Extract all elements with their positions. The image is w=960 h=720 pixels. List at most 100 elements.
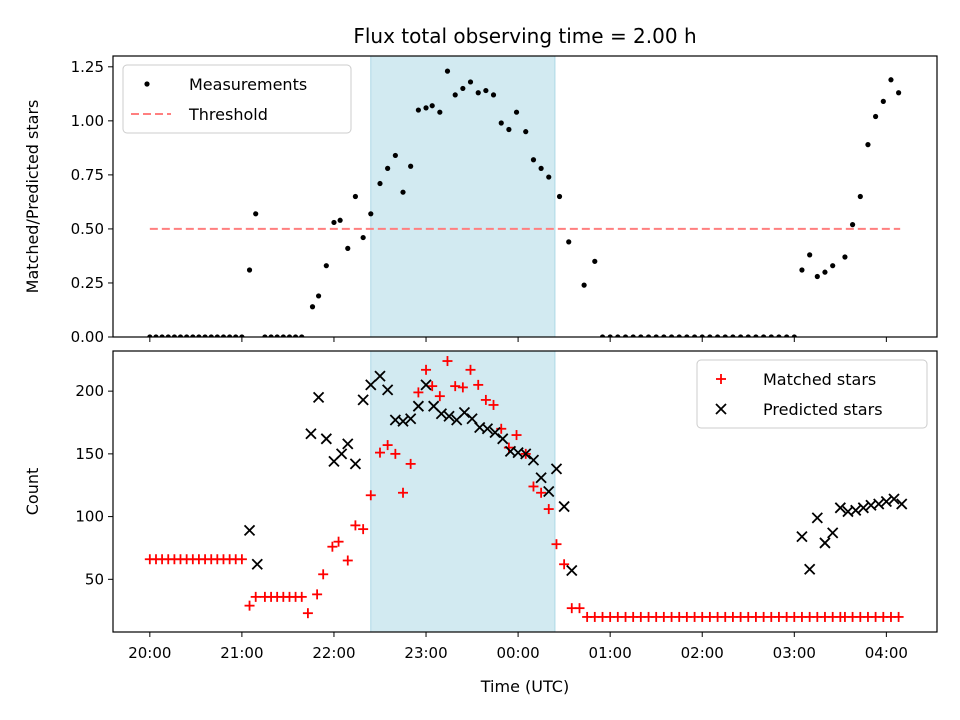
measurement-point <box>220 334 227 337</box>
ratio-panel: 0.00 0.25 0.50 0.75 1.00 1.25 Matched/Predicte… <box>23 55 938 346</box>
predicted-point <box>759 637 769 647</box>
matched-point <box>342 555 353 566</box>
matched-point <box>543 504 554 515</box>
measurement-point <box>768 334 774 337</box>
measurement-point <box>246 267 253 273</box>
measurement-point <box>506 126 512 133</box>
measurement-point <box>638 334 644 337</box>
matched-point <box>358 524 369 535</box>
predicted-point <box>320 433 332 445</box>
measurement-point <box>400 189 406 195</box>
y-axis-label: Matched/Predicted stars <box>23 100 42 294</box>
measurement-point <box>814 273 820 280</box>
series-matched-stars <box>144 356 904 622</box>
matched-point <box>551 539 562 550</box>
legend-label: Matched stars <box>763 370 876 389</box>
measurement-point <box>799 267 805 273</box>
measurement-point <box>730 334 736 337</box>
legend-plus-icon <box>716 374 726 384</box>
y-tick-label: 0.50 <box>71 220 104 238</box>
measurement-point <box>153 334 159 337</box>
measurement-point <box>888 77 894 83</box>
x-tick-label: 21:00 <box>220 644 263 662</box>
predicted-point <box>481 423 494 435</box>
y-tick-label: 0.25 <box>71 274 104 292</box>
y-tick-label: 150 <box>75 445 104 463</box>
observing-window-span <box>370 55 556 338</box>
predicted-point <box>736 637 746 647</box>
measurement-point <box>784 334 790 337</box>
matched-point <box>296 591 307 602</box>
matched-point <box>333 536 344 547</box>
measurement-point <box>171 334 178 337</box>
measurement-point <box>791 334 797 337</box>
matched-point <box>450 381 461 392</box>
predicted-point <box>349 458 362 470</box>
x-axis-label: Time (UTC) <box>480 677 569 696</box>
x-tick-label: 01:00 <box>589 644 632 662</box>
matched-point <box>559 559 570 570</box>
measurement-point <box>202 334 208 337</box>
axes-frame <box>112 350 938 633</box>
measurement-point <box>822 269 828 275</box>
predicted-point <box>811 512 823 524</box>
matched-point <box>457 382 468 393</box>
matched-point <box>480 394 491 405</box>
measurement-point <box>360 234 366 241</box>
measurement-point <box>147 334 153 337</box>
predicted-point <box>381 384 394 396</box>
measurement-point <box>849 222 856 228</box>
predicted-point <box>412 400 425 412</box>
measurement-point <box>437 109 443 115</box>
predicted-point <box>857 502 869 514</box>
predicted-point <box>659 637 669 647</box>
measurement-point <box>268 334 274 337</box>
matched-point <box>350 520 361 531</box>
matched-point <box>390 448 401 459</box>
predicted-point <box>489 426 501 439</box>
predicted-point <box>397 415 409 427</box>
measurement-point <box>761 334 767 337</box>
predicted-point <box>667 637 677 647</box>
measurement-point <box>323 263 329 269</box>
measurement-point <box>196 334 202 337</box>
predicted-point <box>251 558 263 570</box>
measurement-point <box>337 217 343 223</box>
measurement-point <box>530 157 537 163</box>
predicted-point <box>751 637 761 647</box>
measurement-point <box>807 252 813 258</box>
legend-label: Threshold <box>188 105 268 124</box>
measurement-point <box>483 87 489 94</box>
measurement-point <box>467 79 474 85</box>
matched-point <box>244 600 255 611</box>
x-tick-label: 03:00 <box>773 644 816 662</box>
measurement-point <box>262 334 268 337</box>
predicted-point <box>527 454 540 466</box>
matched-point <box>465 364 476 375</box>
measurement-point <box>776 334 782 337</box>
y-tick-label: 1.00 <box>71 112 104 130</box>
measurement-point <box>227 334 233 337</box>
measurement-point <box>392 152 398 159</box>
measurement-point <box>415 107 421 113</box>
measurement-point <box>286 334 293 337</box>
matched-point <box>312 589 323 600</box>
measurement-point <box>208 334 214 337</box>
predicted-point <box>435 408 448 420</box>
predicted-point <box>558 500 570 513</box>
measurement-point <box>352 193 359 200</box>
measurement-point <box>315 293 322 299</box>
legend-box <box>122 64 352 134</box>
measurement-point <box>684 334 690 337</box>
y-tick-label: 0.00 <box>71 328 104 346</box>
matched-point <box>318 569 329 580</box>
measurement-point <box>423 105 429 111</box>
measurement-point <box>630 334 636 337</box>
measurement-point <box>880 98 886 104</box>
measurement-point <box>830 263 836 269</box>
measurement-point <box>159 334 165 337</box>
y-tick-label: 0.75 <box>71 166 104 184</box>
matched-point <box>893 611 904 622</box>
predicted-point <box>636 637 646 647</box>
legend-x-icon <box>715 403 727 415</box>
